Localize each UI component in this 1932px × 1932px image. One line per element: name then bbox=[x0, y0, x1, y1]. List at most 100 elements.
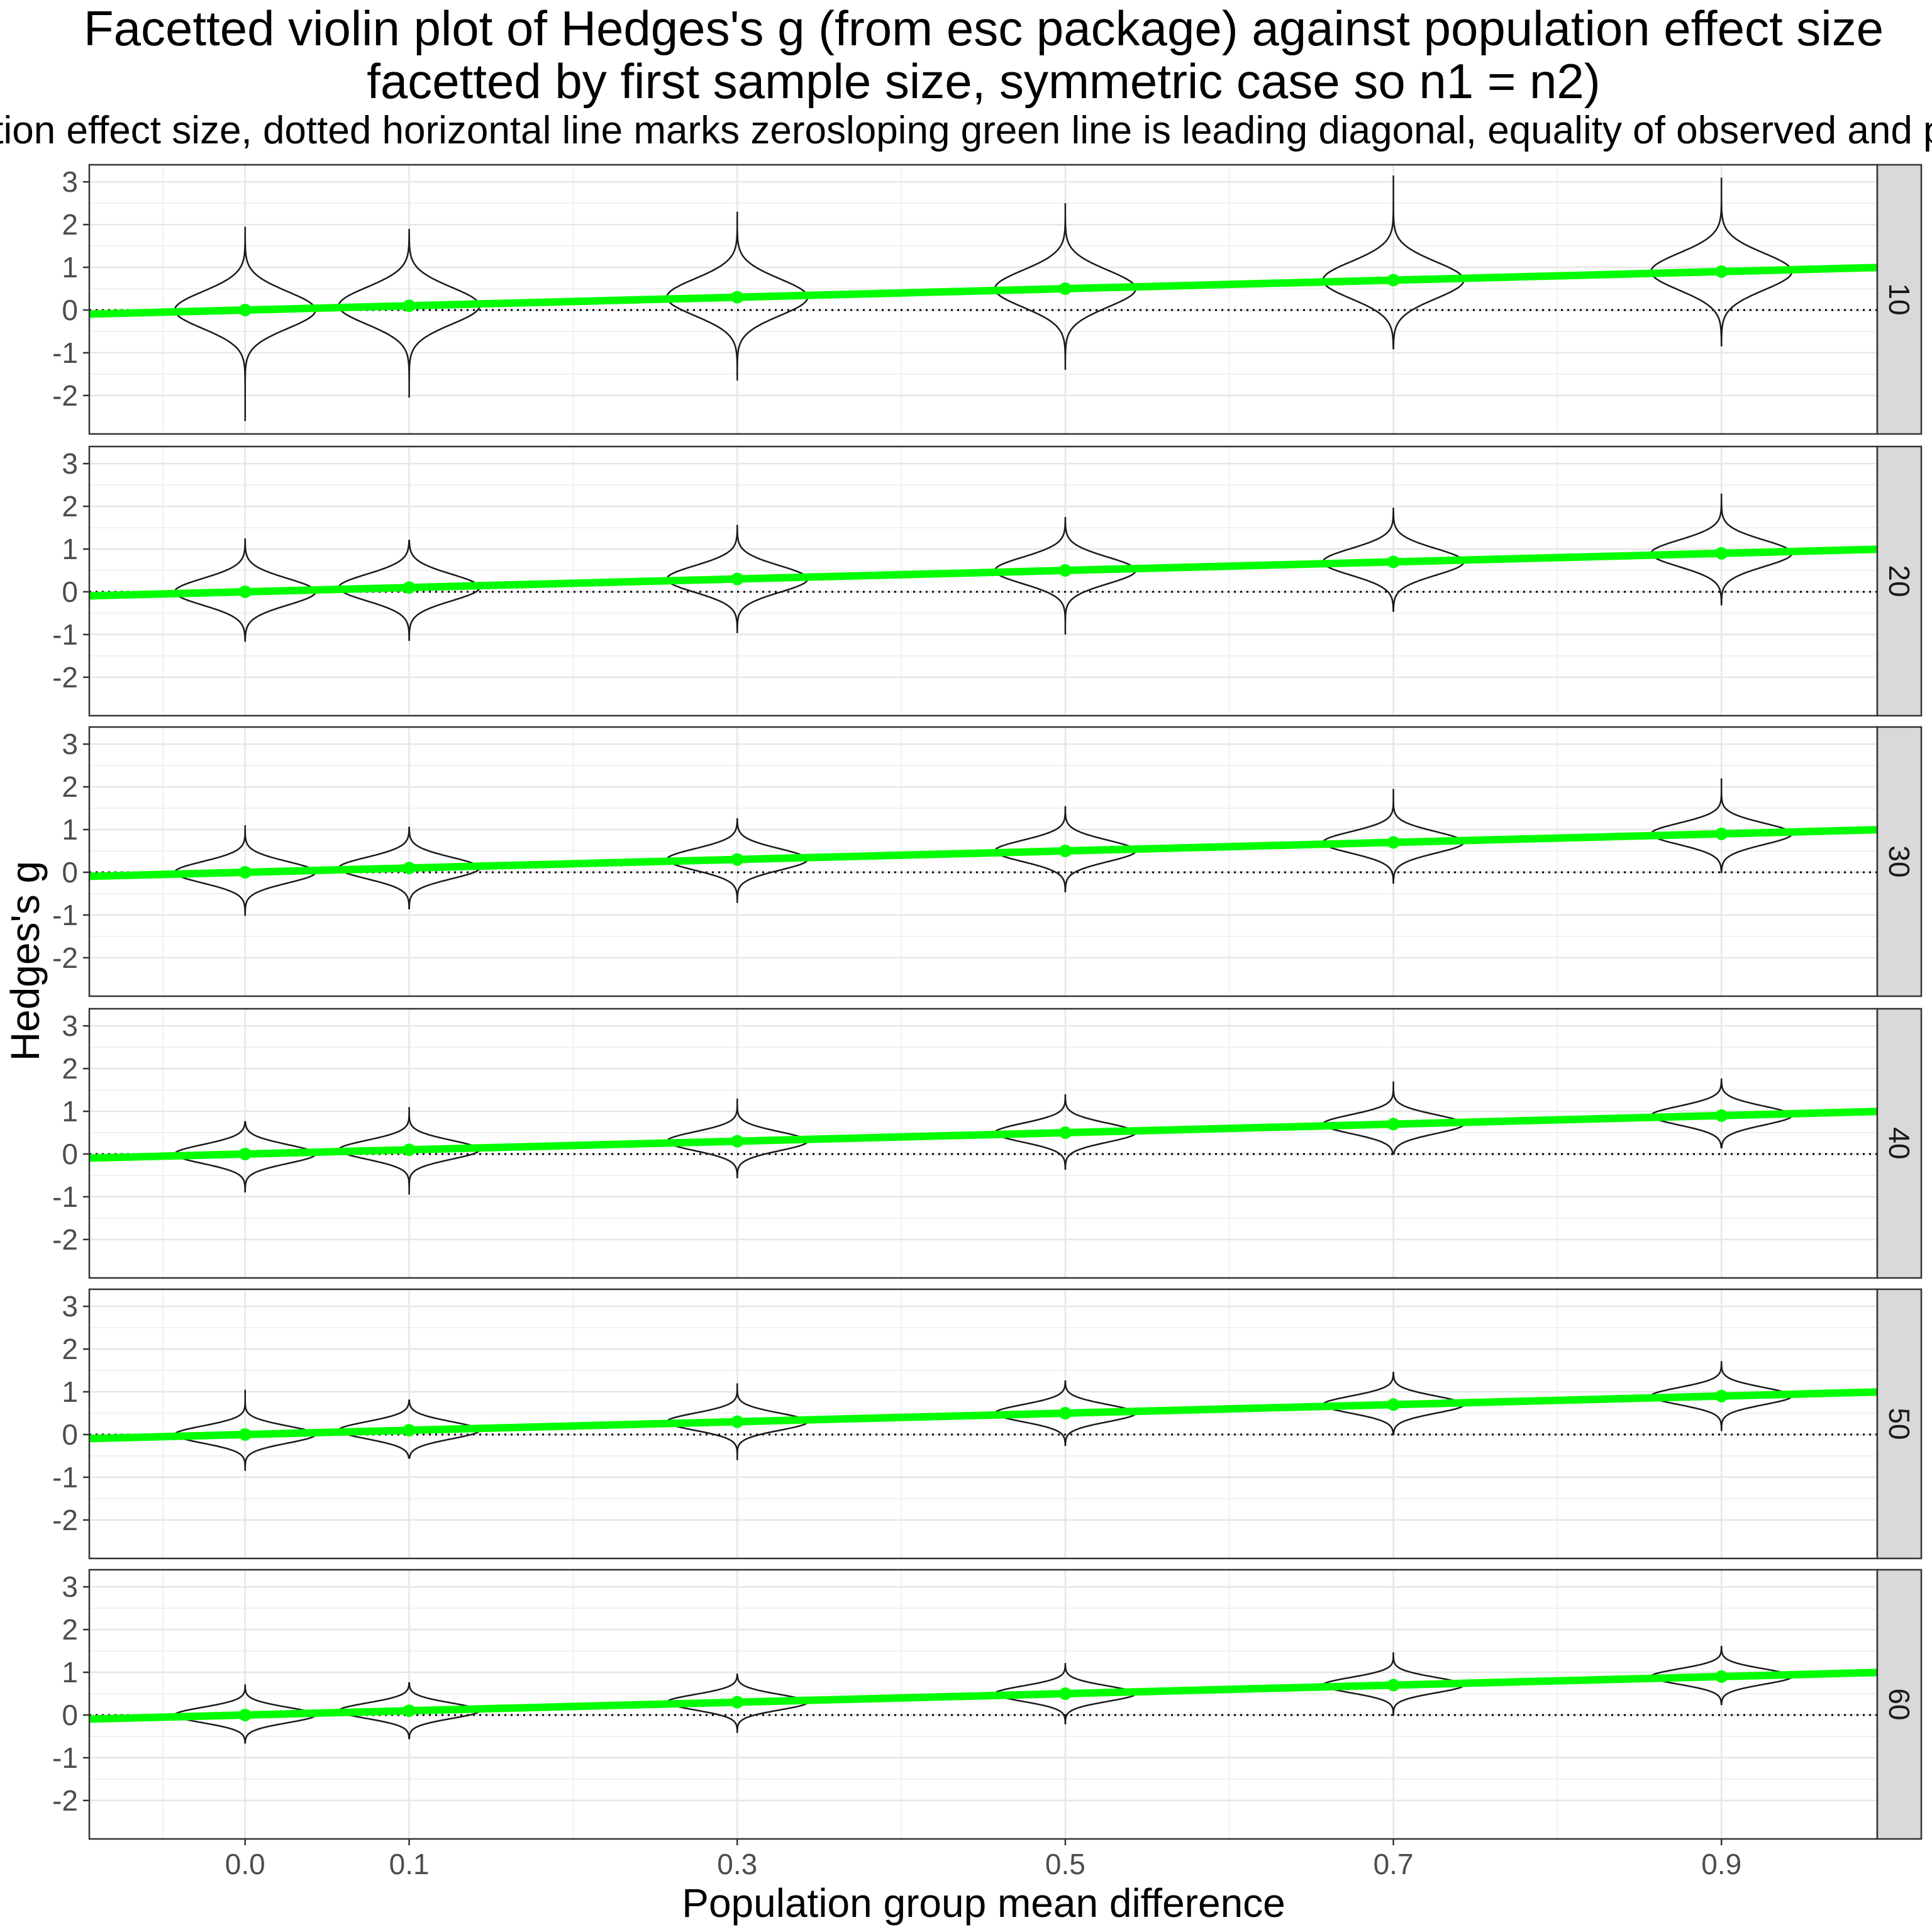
facet-panel-20: 3 2 1 0 -1 -2 20 bbox=[52, 445, 1923, 717]
effect-point bbox=[1387, 836, 1400, 849]
violin bbox=[174, 825, 317, 916]
y-tick-label: -1 bbox=[52, 899, 78, 931]
y-tick-label: 2 bbox=[62, 1613, 78, 1646]
chart-title-line-2: facetted by first sample size, symmetric… bbox=[367, 53, 1601, 109]
violin bbox=[338, 1399, 480, 1459]
violin bbox=[665, 1383, 809, 1460]
y-tick-label: 1 bbox=[62, 1375, 78, 1408]
effect-point bbox=[1715, 547, 1728, 560]
x-tick-label: 0.3 bbox=[717, 1848, 757, 1880]
effect-point bbox=[1058, 1407, 1072, 1420]
effect-point bbox=[238, 1147, 252, 1160]
facet-strip bbox=[1876, 1008, 1923, 1279]
violin bbox=[338, 540, 480, 641]
effect-point bbox=[1715, 265, 1728, 278]
facet-panel-30: 3 2 1 0 -1 -2 30 bbox=[52, 726, 1923, 997]
facet-strip bbox=[1876, 445, 1923, 717]
effect-point bbox=[1387, 1398, 1400, 1411]
effect-point bbox=[238, 1708, 252, 1721]
effect-point bbox=[402, 1143, 416, 1157]
panel-background bbox=[89, 165, 1877, 434]
violin bbox=[174, 1684, 317, 1744]
violin bbox=[994, 1094, 1137, 1170]
identity-line bbox=[89, 264, 1878, 318]
facet-panel-40: 3 2 1 0 -1 -2 40 bbox=[52, 1008, 1923, 1279]
violin bbox=[1322, 1652, 1465, 1716]
y-tick-label: 1 bbox=[62, 813, 78, 846]
panel-background bbox=[89, 1570, 1877, 1839]
y-tick-label: -1 bbox=[52, 1741, 78, 1774]
violin bbox=[994, 1663, 1137, 1724]
x-axis: 0.0 0.1 0.3 0.5 0.7 0.9 bbox=[225, 1839, 1741, 1880]
y-tick-label: -1 bbox=[52, 336, 78, 369]
effect-point bbox=[402, 862, 416, 875]
effect-point bbox=[1058, 282, 1072, 296]
effect-point bbox=[1387, 1679, 1400, 1692]
y-tick-label: 3 bbox=[62, 447, 78, 480]
violin bbox=[338, 228, 480, 398]
effect-point bbox=[1387, 1118, 1400, 1131]
effect-point bbox=[731, 853, 744, 866]
y-tick-label: 0 bbox=[62, 575, 78, 608]
violin bbox=[666, 1674, 809, 1733]
y-tick-label: 0 bbox=[62, 1418, 78, 1451]
panel-background bbox=[89, 447, 1877, 716]
panel-background bbox=[89, 727, 1877, 996]
effect-point bbox=[1715, 1109, 1728, 1122]
facet-strip bbox=[1876, 1568, 1923, 1840]
x-tick-label: 0.9 bbox=[1701, 1848, 1741, 1880]
facet-strip-label: 60 bbox=[1883, 1688, 1916, 1720]
effect-point bbox=[1715, 1389, 1728, 1402]
chart-subtitle: Points mark population effect size, dott… bbox=[0, 109, 1932, 152]
violin bbox=[1322, 175, 1465, 350]
effect-point bbox=[402, 299, 416, 313]
effect-point bbox=[1715, 827, 1728, 840]
effect-point bbox=[238, 303, 252, 316]
identity-line bbox=[89, 1108, 1878, 1162]
violin bbox=[666, 211, 809, 381]
facet-strip-label: 10 bbox=[1883, 283, 1916, 315]
facet-strip bbox=[1876, 164, 1923, 435]
y-tick-label: 3 bbox=[62, 1570, 78, 1603]
violin bbox=[1650, 1646, 1793, 1706]
violin bbox=[666, 818, 809, 903]
y-tick-label: 3 bbox=[62, 1290, 78, 1323]
y-tick-label: 2 bbox=[62, 770, 78, 803]
chart-title-line-1: Facetted violin plot of Hedges's g (from… bbox=[84, 1, 1884, 56]
violin bbox=[994, 203, 1137, 370]
y-tick-label: 3 bbox=[62, 1009, 78, 1042]
x-tick-label: 0.5 bbox=[1045, 1848, 1085, 1880]
y-tick-label: 2 bbox=[62, 1333, 78, 1365]
y-tick-label: 1 bbox=[62, 1095, 78, 1128]
violin bbox=[174, 1121, 316, 1193]
y-tick-label: 3 bbox=[62, 165, 78, 198]
effect-point bbox=[731, 291, 744, 304]
violin bbox=[174, 1389, 316, 1471]
facet-strip-label: 30 bbox=[1883, 845, 1916, 877]
violin bbox=[1650, 1361, 1793, 1431]
y-tick-label: -1 bbox=[52, 1461, 78, 1494]
facet-panel-50: 3 2 1 0 -1 -2 50 bbox=[52, 1288, 1923, 1560]
facet-strip bbox=[1876, 726, 1923, 997]
effect-point bbox=[1387, 274, 1400, 287]
panel-background bbox=[89, 1289, 1877, 1558]
identity-line bbox=[89, 826, 1878, 880]
violin bbox=[1650, 1078, 1793, 1149]
y-tick-label: 2 bbox=[62, 208, 78, 241]
effect-point bbox=[731, 572, 744, 586]
y-tick-label: 1 bbox=[62, 533, 78, 565]
y-tick-label: 0 bbox=[62, 856, 78, 889]
violin bbox=[1650, 778, 1793, 874]
y-tick-label: 2 bbox=[62, 490, 78, 523]
y-tick-label: -2 bbox=[52, 1504, 78, 1536]
y-tick-label: -2 bbox=[52, 1784, 78, 1817]
y-tick-label: 1 bbox=[62, 1656, 78, 1689]
violin bbox=[1650, 177, 1793, 347]
effect-point bbox=[402, 581, 416, 594]
identity-line bbox=[89, 1668, 1878, 1723]
violin bbox=[994, 517, 1137, 635]
violin bbox=[994, 806, 1137, 892]
x-axis-label: Population group mean difference bbox=[682, 1880, 1285, 1926]
